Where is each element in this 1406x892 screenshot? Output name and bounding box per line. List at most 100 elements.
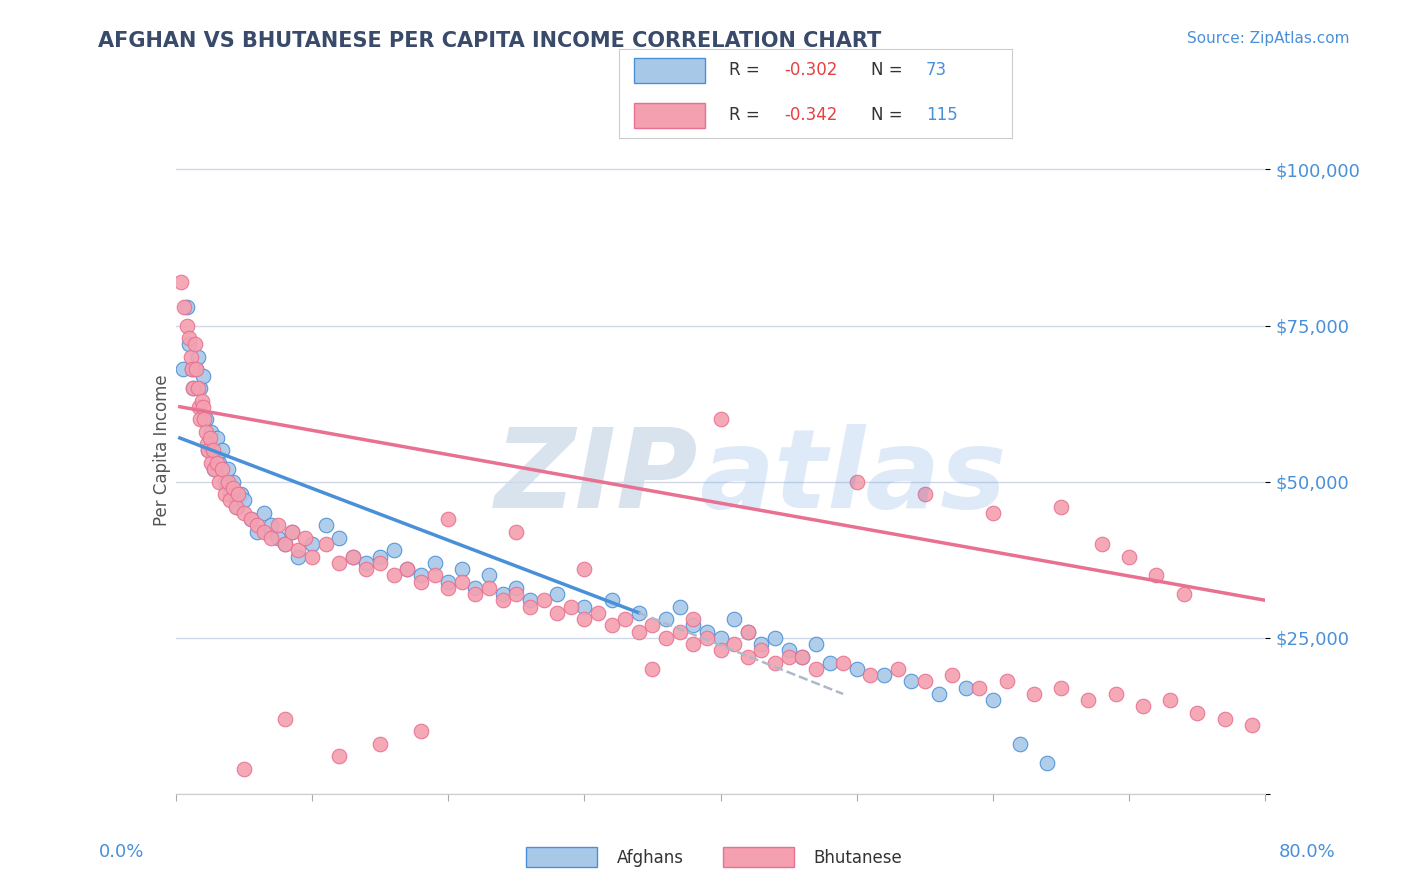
Point — [1091, 537, 1114, 551]
Point — [191, 400, 214, 414]
Point — [179, 331, 201, 345]
Point — [197, 443, 219, 458]
Point — [900, 674, 922, 689]
Point — [1104, 687, 1126, 701]
Text: atlas: atlas — [699, 425, 1007, 532]
Point — [574, 612, 596, 626]
Point — [723, 637, 745, 651]
Point — [315, 518, 337, 533]
Point — [217, 462, 239, 476]
Point — [586, 606, 609, 620]
Point — [574, 599, 596, 614]
Point — [186, 362, 208, 376]
Point — [239, 512, 262, 526]
Bar — [634, 58, 706, 83]
Point — [396, 562, 419, 576]
Point — [280, 524, 302, 539]
Point — [751, 643, 773, 657]
Point — [627, 606, 650, 620]
Point — [181, 362, 204, 376]
Point — [194, 425, 217, 439]
Bar — [526, 847, 596, 867]
Text: -0.342: -0.342 — [785, 106, 838, 124]
Bar — [723, 847, 793, 867]
Point — [409, 574, 432, 589]
Point — [574, 562, 596, 576]
Point — [180, 350, 202, 364]
Text: R =: R = — [728, 106, 765, 124]
Point — [232, 506, 254, 520]
Point — [792, 649, 814, 664]
Point — [981, 693, 1004, 707]
Point — [1010, 737, 1032, 751]
Point — [280, 524, 302, 539]
Point — [437, 574, 460, 589]
Point — [941, 668, 963, 682]
Point — [546, 606, 568, 620]
Point — [981, 506, 1004, 520]
Point — [955, 681, 977, 695]
Point — [172, 362, 194, 376]
Point — [181, 362, 204, 376]
Point — [200, 456, 222, 470]
Point — [845, 662, 868, 676]
Point — [450, 574, 472, 589]
Point — [176, 318, 198, 333]
Point — [969, 681, 991, 695]
Point — [845, 475, 868, 489]
Point — [928, 687, 950, 701]
Point — [696, 631, 718, 645]
Point — [211, 443, 233, 458]
Point — [505, 587, 527, 601]
Point — [1173, 587, 1195, 601]
Point — [423, 556, 446, 570]
Point — [301, 537, 323, 551]
Point — [1050, 681, 1073, 695]
Point — [274, 537, 297, 551]
Point — [519, 593, 541, 607]
Point — [274, 712, 297, 726]
Text: N =: N = — [870, 106, 907, 124]
Point — [222, 475, 245, 489]
Point — [1159, 693, 1181, 707]
Text: 73: 73 — [925, 62, 946, 79]
Point — [614, 612, 637, 626]
Point — [737, 624, 759, 639]
Point — [179, 337, 201, 351]
Point — [914, 487, 936, 501]
Text: N =: N = — [870, 62, 907, 79]
Point — [409, 568, 432, 582]
Point — [641, 662, 664, 676]
Point — [1022, 687, 1045, 701]
Point — [222, 481, 245, 495]
Point — [1132, 699, 1154, 714]
Point — [859, 668, 882, 682]
Point — [1146, 568, 1168, 582]
Text: 0.0%: 0.0% — [98, 843, 143, 861]
Point — [190, 393, 212, 408]
Point — [382, 543, 405, 558]
Text: R =: R = — [728, 62, 765, 79]
Point — [211, 462, 233, 476]
Point — [267, 518, 290, 533]
Point — [187, 400, 209, 414]
Point — [260, 518, 283, 533]
Point — [682, 612, 704, 626]
Point — [201, 443, 224, 458]
Point — [232, 493, 254, 508]
Point — [668, 599, 690, 614]
Point — [208, 456, 231, 470]
Point — [560, 599, 582, 614]
Point — [641, 618, 664, 632]
Point — [600, 618, 623, 632]
Point — [437, 581, 460, 595]
Point — [202, 462, 225, 476]
Point — [710, 412, 733, 426]
Text: Bhutanese: Bhutanese — [813, 849, 903, 867]
Text: -0.302: -0.302 — [785, 62, 838, 79]
Point — [205, 456, 228, 470]
Point — [696, 624, 718, 639]
Point — [200, 425, 222, 439]
Point — [1050, 500, 1073, 514]
Point — [214, 475, 236, 489]
